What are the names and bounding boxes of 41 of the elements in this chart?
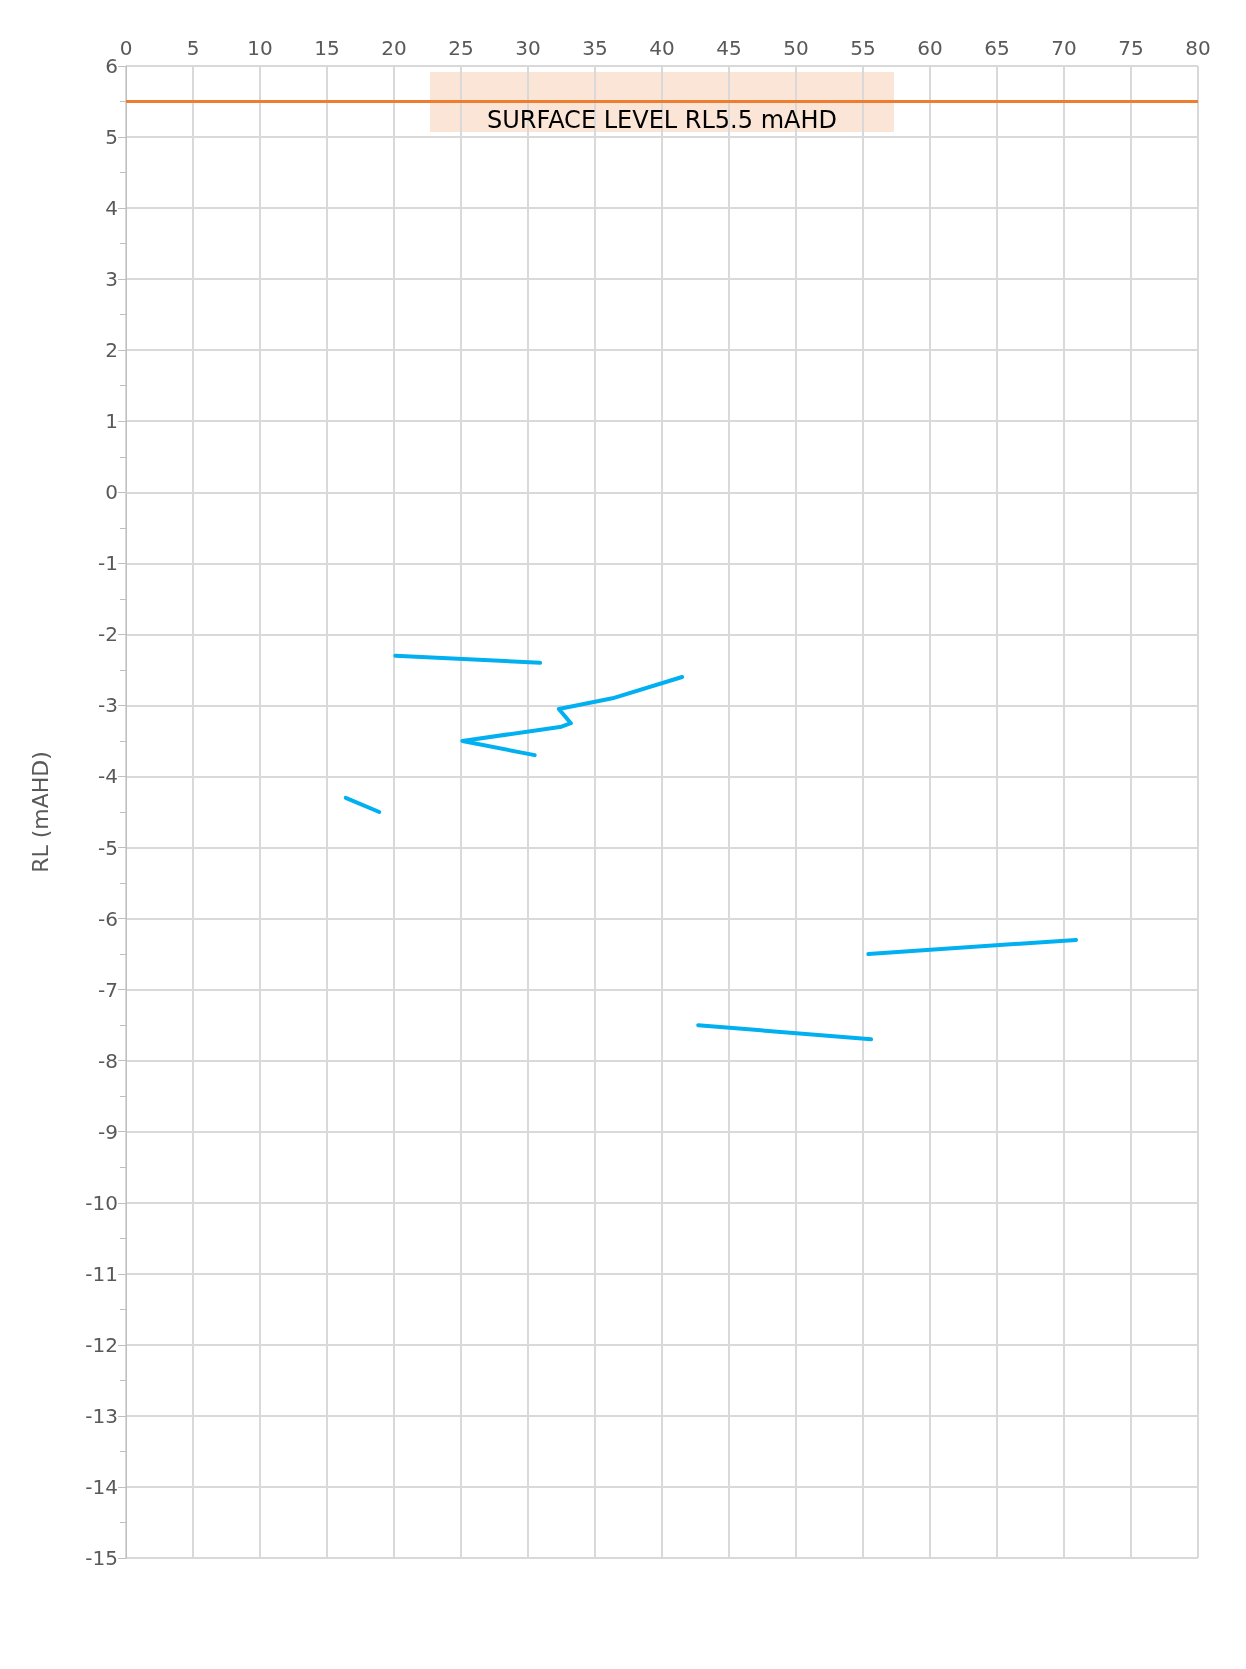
ref-line-label: SURFACE LEVEL RL5.5 mAHD	[487, 105, 837, 134]
y-tick-label: -4	[98, 764, 118, 789]
y-tick-label: 0	[105, 480, 118, 505]
x-tick-label: 5	[186, 36, 200, 60]
x-tick-label: 80	[1185, 36, 1211, 60]
y-tick-label: 5	[105, 125, 118, 150]
y-tick-label: -1	[98, 551, 118, 576]
x-tick-label: 15	[314, 36, 340, 60]
y-tick-label: -13	[85, 1403, 118, 1428]
y-axis-title: RL (mAHD)	[27, 751, 53, 873]
y-tick-label: -8	[98, 1048, 118, 1073]
y-tick-label: -14	[85, 1474, 118, 1499]
y-tick-label: -5	[98, 835, 118, 860]
y-tick-label: -9	[98, 1119, 118, 1144]
y-tick-label: -2	[98, 622, 118, 647]
x-tick-label: 25	[448, 36, 474, 60]
y-tick-label: -15	[85, 1546, 118, 1570]
x-tick-label: 75	[1118, 36, 1144, 60]
x-tick-label: 30	[515, 36, 541, 60]
x-tick-label: 35	[582, 36, 608, 60]
x-tick-label: 55	[850, 36, 876, 60]
x-tick-label: 40	[649, 36, 675, 60]
y-tick-label: 2	[105, 338, 118, 363]
y-tick-label: -6	[98, 906, 118, 931]
y-tick-label: 6	[105, 54, 118, 78]
x-tick-label: 60	[917, 36, 943, 60]
x-tick-label: 70	[1051, 36, 1077, 60]
y-tick-label: 1	[105, 409, 118, 434]
x-tick-label: 50	[783, 36, 809, 60]
y-tick-label: 4	[105, 196, 118, 221]
x-tick-label: 65	[984, 36, 1010, 60]
y-tick-label: -3	[98, 693, 118, 718]
line-series	[460, 675, 685, 758]
y-tick-label: -7	[98, 977, 118, 1002]
y-tick-label: -11	[85, 1261, 118, 1286]
x-tick-label: 45	[716, 36, 742, 60]
y-tick-label: -10	[85, 1190, 118, 1215]
x-tick-label: 20	[381, 36, 407, 60]
y-tick-label: 3	[105, 267, 118, 292]
x-tick-label: 10	[247, 36, 273, 60]
y-tick-label: -12	[85, 1332, 118, 1357]
